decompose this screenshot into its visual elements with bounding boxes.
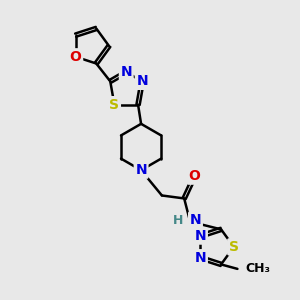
Text: N: N — [195, 251, 206, 265]
Text: N: N — [120, 65, 132, 79]
Text: N: N — [195, 229, 206, 243]
Text: N: N — [190, 213, 201, 227]
Text: O: O — [189, 169, 200, 183]
Text: N: N — [136, 74, 148, 88]
Text: S: S — [110, 98, 119, 112]
Text: N: N — [135, 163, 147, 177]
Text: S: S — [229, 240, 239, 254]
Text: H: H — [172, 214, 183, 226]
Text: CH₃: CH₃ — [246, 262, 271, 275]
Text: O: O — [70, 50, 82, 64]
